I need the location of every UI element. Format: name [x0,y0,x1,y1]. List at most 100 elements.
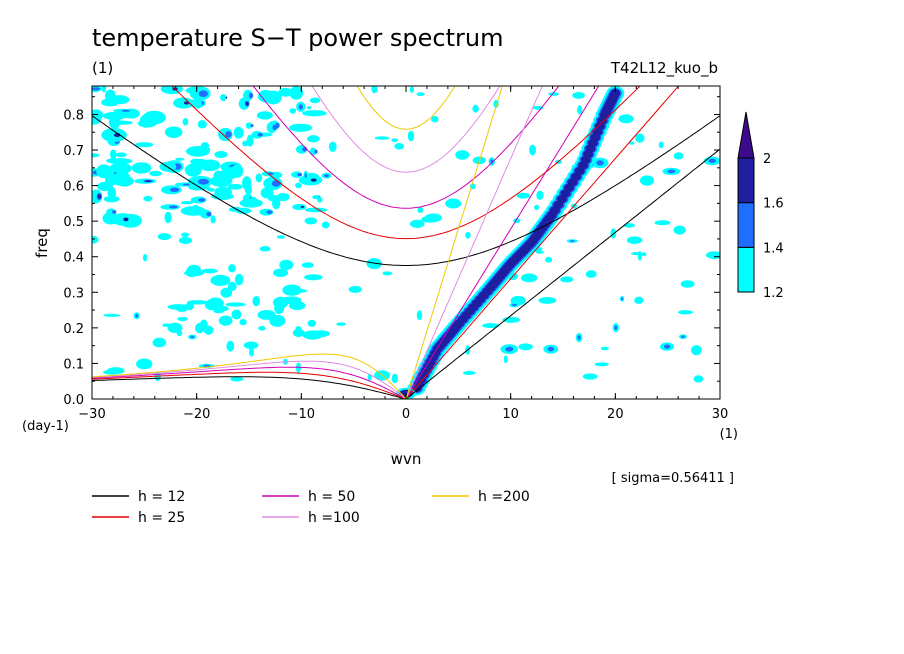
power-patch [101,86,107,93]
x-tick-label: −10 [288,407,315,422]
power-patch [110,149,117,160]
power-patch [250,196,257,200]
power-patch [176,329,183,337]
power-patch [242,140,249,147]
rossby-curve-h50 [92,366,407,399]
power-patch [243,89,253,102]
power-patch [102,111,128,120]
power-patch [225,96,228,99]
power-patch [252,296,261,307]
power-patch [371,86,378,94]
power-patch [596,160,604,166]
power-patch [266,210,273,214]
y-tick-label: 0.4 [63,251,84,266]
power-patch [248,92,254,99]
power-patch [348,285,362,293]
power-patch [180,201,194,205]
power-patch [182,183,191,186]
power-patch [673,225,686,235]
power-patch [259,208,274,216]
power-patch [198,90,208,98]
power-patch [681,335,685,338]
power-patch [271,180,281,187]
power-patch [328,141,337,152]
power-patch [621,297,624,301]
power-patch [465,231,471,239]
chart-subtitle-right: T42L12_kuo_b [610,59,718,78]
power-patch [97,181,114,192]
power-patch [106,208,116,216]
power-patch [106,158,120,164]
power-patch [577,335,581,340]
power-patch [677,310,693,315]
power-patch [233,126,244,139]
power-patch [304,217,317,225]
power-patch [112,210,117,214]
y-tick-label: 0.6 [63,180,84,195]
curve-h100 [92,86,543,399]
power-patch [307,319,317,327]
legend-label: h =100 [308,510,360,526]
power-patch [220,94,227,102]
power-patch [278,87,293,97]
power-patch [516,192,531,199]
power-patch [291,171,303,178]
power-patch [295,325,302,333]
power-patch [304,173,307,179]
power-patch [173,97,194,109]
power-patch [157,233,172,241]
power-patch [220,287,233,298]
power-patch [239,318,247,326]
power-patch [680,280,695,288]
power-patch [190,146,211,152]
curve-h12 [92,115,720,399]
power-patch [180,206,207,216]
power-patch [183,101,190,105]
colorbar-label: 1.6 [763,197,784,212]
power-patch [623,223,636,228]
power-patch [213,170,238,181]
x-tick-label: 10 [502,407,519,422]
power-patch [109,162,132,175]
power-patch [168,205,178,209]
power-patch [654,220,671,226]
colorbar: 1.2 1.4 1.6 2 [737,111,784,301]
power-patch [210,215,216,224]
power-patch [639,175,655,186]
power-patch [136,358,153,370]
y-tick-label: 0.8 [63,108,84,123]
kelvin-curve-h200 [405,86,503,399]
power-patch [131,162,152,174]
inertio-gravity-curve-h12 [92,115,720,266]
power-patch [259,246,271,252]
inertio-gravity-curve-h50 [252,86,560,209]
power-patch [585,270,597,278]
power-patch [276,235,285,239]
power-patch [560,276,574,283]
power-patch [230,376,244,382]
y-axis-unit: (day-1) [22,419,69,434]
power-patch [306,106,312,110]
power-patch [185,302,195,310]
x-axis-unit: (1) [720,427,738,442]
power-patch [572,92,585,99]
sigma-note: [ sigma=0.56411 ] [612,471,734,486]
power-patch [298,104,303,110]
power-patch [535,250,544,254]
power-patch [135,313,139,318]
power-patch [245,101,249,106]
power-patch [336,322,346,326]
power-patch [197,178,210,185]
power-patch [110,95,130,105]
power-patch [417,206,424,213]
power-patch [190,335,195,339]
x-tick-label: 30 [712,407,729,422]
power-patch [186,300,208,305]
power-patch [536,190,544,200]
legend-label: h = 50 [308,489,355,505]
power-patch [324,174,329,178]
power-patch [569,240,575,242]
power-patch [194,323,205,334]
power-patch [472,104,479,113]
power-patch [257,309,276,320]
